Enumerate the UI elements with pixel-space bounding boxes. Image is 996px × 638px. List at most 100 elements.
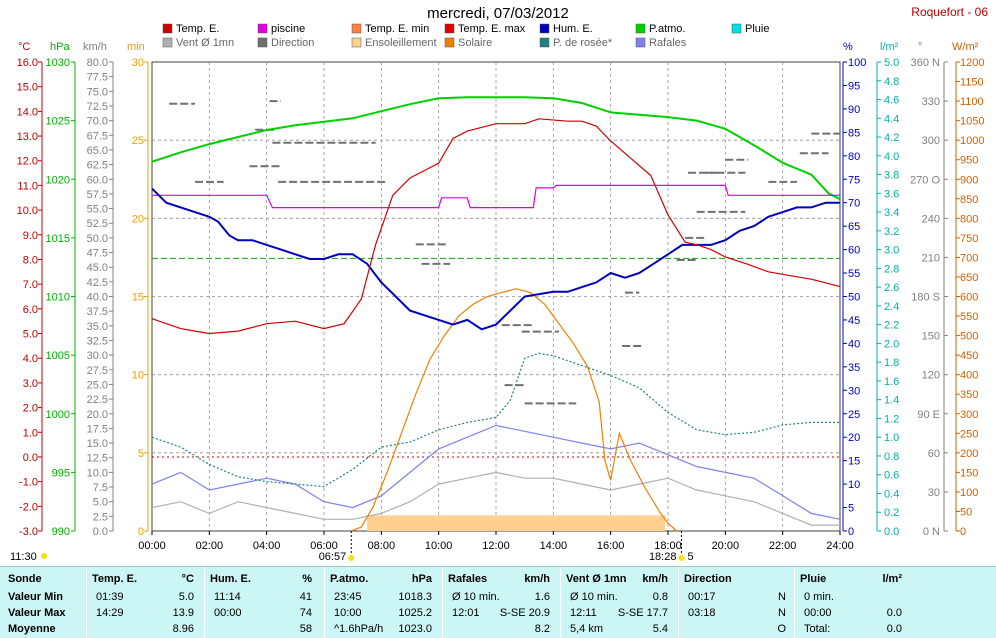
- wm2-tick-label: 450: [960, 350, 978, 362]
- wm2-tick-label: 600: [960, 292, 978, 304]
- min-tick-label: 0: [138, 526, 144, 538]
- stats-cell-time: 5,4 km: [570, 623, 604, 635]
- pct-tick-label: 60: [848, 245, 860, 257]
- hpa-tick-label: 1010: [46, 292, 70, 304]
- time-marker-label: 11:30: [10, 551, 37, 563]
- wm2-tick-label: 500: [960, 331, 978, 343]
- stats-header: Direction: [684, 573, 732, 585]
- degc-tick-label: -1.0: [19, 477, 38, 489]
- lm2-tick-label: 3.0: [884, 245, 899, 257]
- min-tick-label: 20: [132, 213, 144, 225]
- series-line-temp-e-: [151, 118, 841, 335]
- stats-row-label: Valeur Max: [8, 607, 66, 619]
- stats-cell-value: 0.8: [652, 591, 668, 603]
- stats-cell-value: 8.96: [172, 623, 194, 635]
- lm2-tick-label: 2.4: [884, 301, 899, 313]
- pct-tick-label: 55: [848, 268, 860, 280]
- stats-cell-value: O: [777, 623, 786, 635]
- kmh-tick-label: 27.5: [87, 365, 108, 377]
- axis-unit-degc: °C: [18, 41, 30, 53]
- stats-separator: [560, 567, 561, 638]
- axis-unit-lm2: l/m²: [880, 41, 899, 53]
- degc-tick-label: 11.0: [17, 180, 38, 192]
- series-line-hum-e-: [151, 187, 840, 331]
- stats-cell-time: 01:39: [96, 591, 124, 603]
- degc-tick-label: -3.0: [19, 526, 38, 538]
- kmh-tick-label: 52.5: [87, 218, 108, 230]
- stats-separator: [678, 567, 679, 638]
- pct-tick-label: 5: [848, 503, 854, 515]
- series-line-p-de-ros-e-: [151, 352, 840, 488]
- pct-tick-label: 20: [848, 432, 860, 444]
- hpa-tick-label: 1020: [46, 174, 70, 186]
- stats-cell-value: 0.0: [886, 607, 902, 619]
- wm2-tick-label: 950: [960, 155, 978, 167]
- stats-cell-time: 00:00: [214, 607, 242, 619]
- x-tick-label: 20:00: [712, 540, 740, 552]
- stats-separator: [324, 567, 325, 638]
- axis-unit-deg: °: [918, 41, 922, 53]
- stats-cell-time: 00:00: [804, 607, 832, 619]
- stats-header-unit: °C: [181, 573, 194, 585]
- lm2-tick-label: 2.6: [884, 282, 899, 294]
- kmh-tick-label: 70.0: [87, 116, 108, 128]
- wm2-tick-label: 50: [960, 506, 972, 518]
- deg-tick-label: 60: [928, 448, 940, 460]
- legend-label: Pluie: [745, 23, 769, 35]
- wm2-tick-label: 900: [960, 174, 978, 186]
- stats-header-unit: hPa: [411, 573, 432, 585]
- wm2-tick-label: 250: [960, 428, 978, 440]
- deg-tick-label: 0 N: [923, 526, 940, 538]
- wm2-tick-label: 1200: [960, 57, 984, 69]
- kmh-tick-label: 77.5: [87, 72, 108, 84]
- x-tick-label: 06:00: [310, 540, 338, 552]
- legend-swatch: [162, 23, 173, 34]
- wm2-tick-label: 650: [960, 272, 978, 284]
- series-line-piscine: [152, 184, 840, 209]
- sun-icon: [41, 553, 47, 559]
- kmh-tick-label: 65.0: [87, 145, 108, 157]
- wm2-tick-label: 150: [960, 467, 978, 479]
- lm2-tick-label: 1.4: [884, 395, 899, 407]
- x-tick-label: 00:00: [138, 540, 166, 552]
- lm2-tick-label: 1.0: [884, 432, 899, 444]
- legend-label: Ensoleillement: [365, 37, 437, 49]
- stats-cell-value: N: [778, 607, 786, 619]
- x-tick-label: 16:00: [597, 540, 625, 552]
- min-tick-label: 30: [132, 57, 144, 69]
- stats-header-unit: km/h: [524, 573, 550, 585]
- series-line-vent-mn: [151, 471, 840, 526]
- kmh-tick-label: 0.0: [93, 526, 108, 538]
- pct-tick-label: 65: [848, 221, 860, 233]
- pct-tick-label: 40: [848, 338, 860, 350]
- stats-header: P.atmo.: [330, 573, 369, 585]
- degc-tick-label: 6.0: [23, 304, 38, 316]
- legend-swatch: [351, 37, 362, 48]
- hpa-tick-label: 1005: [46, 350, 70, 362]
- x-tick-label: 24:00: [826, 540, 854, 552]
- axis-unit-min: min: [127, 41, 145, 53]
- kmh-tick-label: 17.5: [87, 423, 108, 435]
- stats-row-label: Moyenne: [8, 623, 56, 635]
- deg-tick-label: 90 E: [917, 409, 940, 421]
- hpa-tick-label: 1015: [46, 233, 70, 245]
- stats-cell-time: 11:14: [214, 591, 241, 603]
- kmh-tick-label: 50.0: [87, 233, 108, 245]
- lm2-tick-label: 3.8: [884, 170, 899, 182]
- lm2-tick-label: 0.8: [884, 451, 899, 463]
- degc-tick-label: 3.0: [23, 378, 38, 390]
- time-marker-label: 06:57: [319, 551, 347, 563]
- kmh-tick-label: 20.0: [87, 409, 108, 421]
- kmh-tick-label: 12.5: [87, 453, 108, 465]
- degc-tick-label: 5.0: [23, 329, 38, 341]
- legend-swatch: [635, 37, 646, 48]
- sunset-extra-label: 5: [687, 551, 693, 563]
- pct-tick-label: 45: [848, 315, 860, 327]
- degc-tick-label: 12.0: [17, 156, 38, 168]
- deg-tick-label: 270 O: [910, 174, 940, 186]
- pct-tick-label: 10: [848, 479, 860, 491]
- pct-tick-label: 50: [848, 292, 860, 304]
- wm2-tick-label: 550: [960, 311, 978, 323]
- x-tick-label: 18:00: [654, 540, 682, 552]
- stats-header-unit: %: [302, 573, 312, 585]
